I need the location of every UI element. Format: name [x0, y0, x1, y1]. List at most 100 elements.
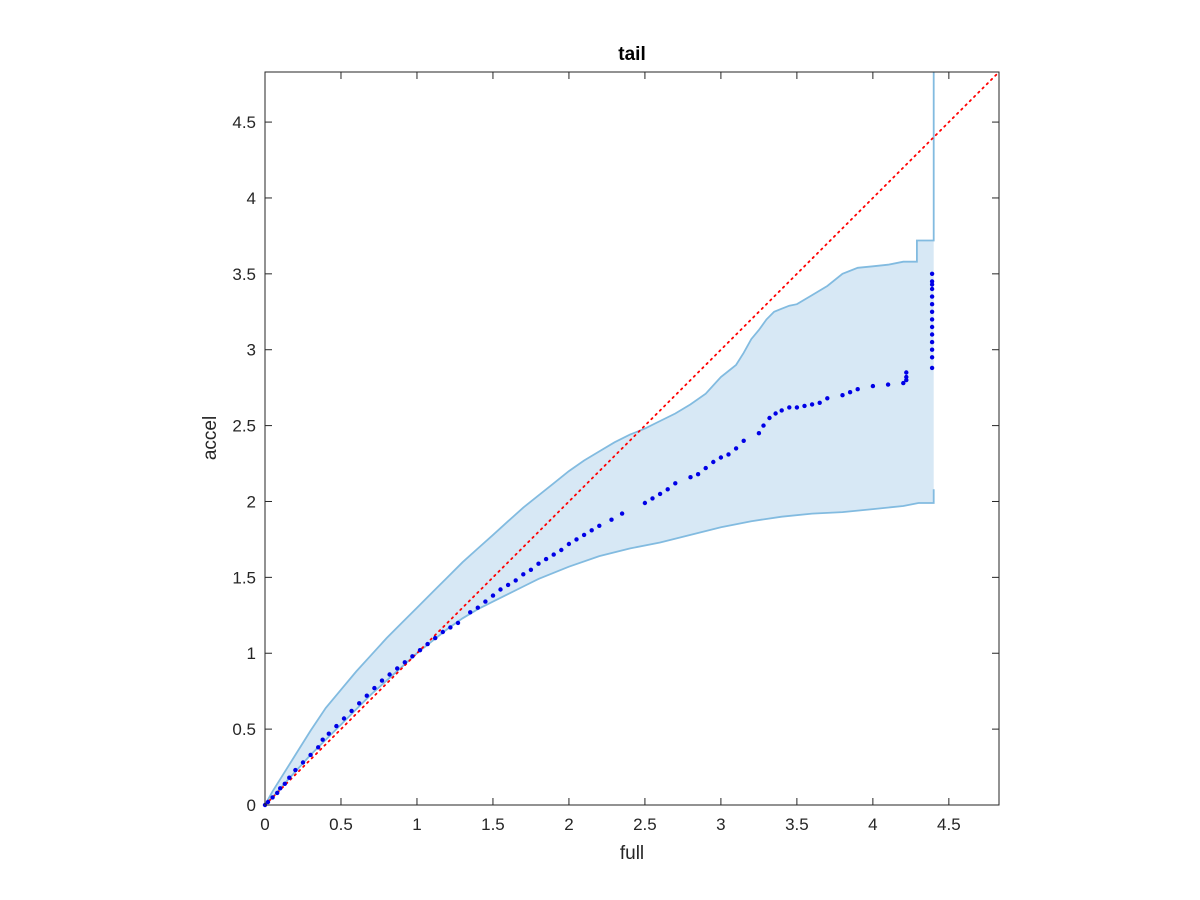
- x-tick-label: 3.5: [785, 815, 809, 834]
- reference-line: [264, 71, 1000, 806]
- data-point: [726, 452, 731, 457]
- data-point: [929, 365, 935, 371]
- x-tick-label: 0: [260, 815, 269, 834]
- data-point: [275, 790, 280, 796]
- data-point: [278, 786, 283, 791]
- data-point: [475, 605, 480, 610]
- data-point: [543, 556, 549, 562]
- data-point: [308, 752, 313, 758]
- data-point: [703, 465, 708, 471]
- data-point: [448, 625, 453, 630]
- chart-title: tail: [618, 44, 645, 65]
- data-point: [265, 799, 271, 805]
- x-tick-label: 0.5: [329, 815, 353, 834]
- data-point: [551, 552, 556, 557]
- data-point: [787, 405, 792, 410]
- data-point: [357, 701, 362, 706]
- data-point: [609, 517, 614, 522]
- data-point: [741, 438, 746, 443]
- data-point: [619, 511, 625, 516]
- data-point: [870, 383, 876, 389]
- data-point: [425, 641, 430, 647]
- data-point: [756, 431, 762, 436]
- data-point: [929, 282, 935, 287]
- y-axis-label: accel: [200, 416, 221, 460]
- data-point: [559, 547, 564, 553]
- y-tick-label: 2: [247, 492, 256, 511]
- x-tick-label: 1.5: [481, 815, 505, 834]
- data-point: [929, 355, 935, 360]
- data-point: [402, 660, 407, 665]
- data-point: [566, 541, 572, 547]
- data-point: [673, 481, 678, 486]
- data-point: [483, 599, 488, 604]
- data-point: [642, 500, 648, 506]
- data-point: [379, 678, 385, 683]
- data-point: [847, 390, 853, 395]
- x-tick-label: 2: [564, 815, 573, 834]
- data-point: [334, 723, 339, 729]
- data-point: [825, 396, 830, 401]
- y-tick-label: 4.5: [232, 113, 256, 132]
- confidence-band: [264, 72, 935, 806]
- data-point: [372, 685, 377, 691]
- data-point: [773, 411, 778, 416]
- data-point: [929, 324, 935, 330]
- data-point: [326, 731, 331, 736]
- data-point: [349, 708, 354, 714]
- y-tick-label: 0: [247, 796, 256, 815]
- data-point: [581, 532, 587, 538]
- data-point: [929, 294, 935, 299]
- data-point: [929, 302, 935, 307]
- data-point: [528, 567, 534, 572]
- data-point: [901, 380, 906, 386]
- x-axis-label: full: [620, 843, 644, 864]
- data-point: [364, 693, 369, 698]
- y-axis-ticks: 0 0.5 1 1.5 2 2.5 3 3.5 4 4.5: [232, 113, 999, 815]
- data-point: [929, 317, 935, 322]
- data-point: [779, 408, 784, 413]
- data-point: [817, 400, 822, 405]
- y-tick-label: 4: [247, 189, 256, 208]
- data-point: [513, 578, 518, 583]
- data-point: [536, 561, 541, 566]
- data-point: [387, 672, 392, 677]
- y-tick-label: 3.5: [232, 265, 256, 284]
- data-point: [498, 587, 503, 592]
- data-point: [597, 523, 602, 528]
- band-upper-edge: [264, 72, 935, 806]
- data-point: [270, 795, 275, 800]
- data-point: [929, 332, 935, 337]
- data-point: [802, 403, 807, 409]
- data-point: [417, 648, 423, 653]
- x-axis-ticks: 0 0.5 1 1.5 2 2.5 3 3.5 4 4.5: [260, 72, 961, 834]
- data-point: [589, 528, 594, 533]
- x-tick-label: 3: [716, 815, 725, 834]
- y-tick-label: 1.5: [232, 568, 256, 587]
- data-point: [929, 339, 935, 345]
- x-tick-label: 4.5: [937, 815, 961, 834]
- data-point: [929, 347, 935, 352]
- data-point: [410, 654, 415, 659]
- data-point: [440, 629, 445, 635]
- x-tick-label: 1: [412, 815, 421, 834]
- data-point: [433, 635, 438, 641]
- data-point: [341, 716, 347, 721]
- data-point: [505, 582, 511, 588]
- data-point: [885, 382, 891, 387]
- x-tick-label: 2.5: [633, 815, 657, 834]
- data-point: [809, 402, 815, 407]
- y-tick-label: 3: [247, 341, 256, 360]
- data-point: [320, 737, 325, 742]
- data-point: [733, 446, 739, 451]
- data-point: [904, 370, 909, 375]
- y-tick-label: 1: [247, 644, 256, 663]
- data-point: [929, 309, 935, 314]
- data-point: [718, 455, 724, 460]
- data-point: [929, 271, 935, 276]
- data-point: [794, 405, 800, 410]
- data-point: [287, 775, 292, 780]
- y-tick-label: 0.5: [232, 720, 256, 739]
- data-point: [657, 491, 663, 497]
